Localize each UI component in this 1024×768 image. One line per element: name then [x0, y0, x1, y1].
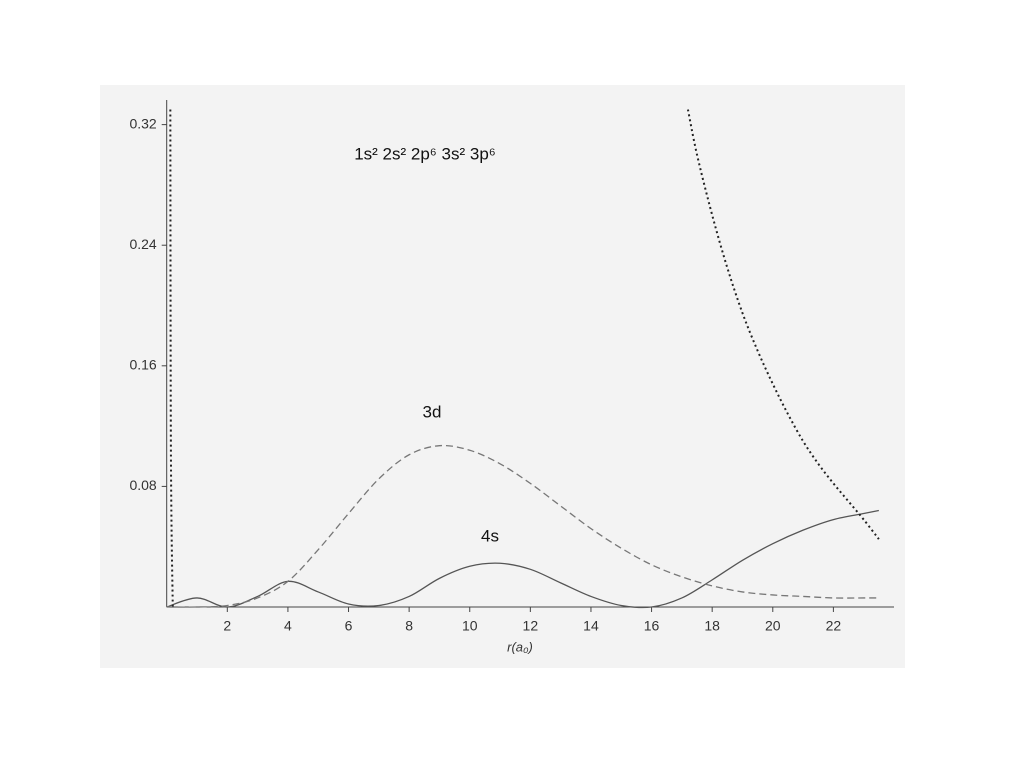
y-tick-label: 0.32 [129, 115, 156, 131]
series-label: 4s [481, 526, 499, 545]
x-tick-label: 6 [345, 618, 353, 634]
x-tick-label: 8 [405, 618, 413, 634]
x-tick-label: 10 [462, 618, 478, 634]
series-line [166, 444, 879, 608]
x-tick-label: 18 [704, 618, 720, 634]
plot-background [100, 85, 905, 668]
series-line [169, 109, 880, 608]
series-label: 1s² 2s² 2p⁶ 3s² 3p⁶ [354, 144, 496, 163]
x-tick-label: 4 [284, 618, 292, 634]
x-tick-label: 12 [523, 618, 539, 634]
x-tick-label: 22 [826, 618, 842, 634]
series-label: 3d [423, 402, 442, 421]
y-tick-label: 0.16 [129, 357, 156, 373]
x-tick-label: 20 [765, 618, 781, 634]
x-tick-label: 16 [644, 618, 660, 634]
x-tick-label: 2 [223, 618, 231, 634]
y-tick-label: 0.08 [129, 477, 156, 493]
x-tick-label: 14 [583, 618, 599, 634]
y-tick-label: 0.24 [129, 236, 156, 252]
x-axis-label: r(a₀) [507, 639, 533, 654]
